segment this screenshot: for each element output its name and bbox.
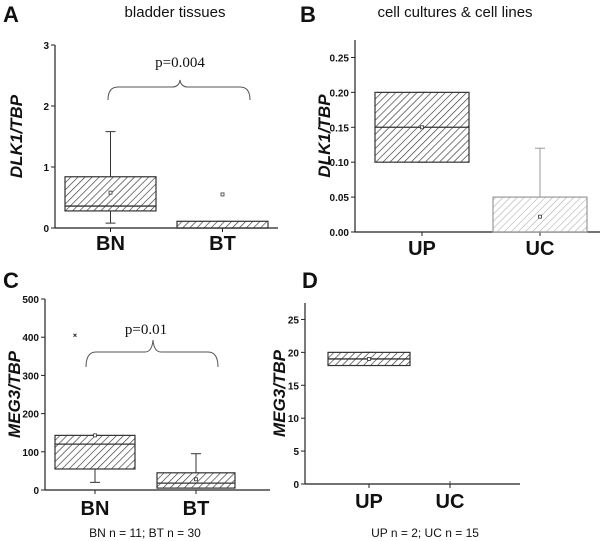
p-value-a: p=0.004 — [155, 55, 205, 71]
y-tick-label: 100 — [22, 448, 39, 459]
y-tick-label: 1 — [43, 163, 49, 174]
mean-marker — [194, 477, 198, 482]
y-tick-label: 0.25 — [330, 53, 350, 64]
plot-panel-a: 0 1 2 3 DLK1/TBP BN BT — [7, 41, 278, 255]
box — [176, 220, 269, 229]
panel-label-a: A — [3, 2, 19, 27]
mean-marker — [108, 190, 113, 195]
y-tick-label: 5 — [293, 447, 299, 458]
box — [54, 434, 136, 470]
significance-brace-c — [85, 339, 219, 368]
y-tick-label: 20 — [288, 348, 300, 359]
y-axis-label: DLK1/TBP — [7, 94, 26, 178]
panel-a-title: bladder tissues — [125, 4, 226, 21]
y-tick-label: 15 — [288, 381, 300, 392]
category-label: UP — [355, 491, 383, 513]
panel-b-title: cell cultures & cell lines — [377, 4, 532, 21]
y-tick-label: 0.10 — [330, 158, 350, 169]
y-tick-label: 10 — [288, 414, 300, 425]
plot-panel-d: 0 5 10 15 20 25 MEG3/TBP UP UC — [270, 303, 520, 513]
plot-panel-c: 0 100 200 300 400 500 MEG3/TBP BN BT — [5, 295, 270, 520]
y-tick-label: 400 — [22, 333, 39, 344]
panel-label-c: C — [3, 268, 19, 293]
y-tick-label: 0.00 — [330, 228, 350, 239]
mean-marker — [538, 214, 542, 219]
category-label: BT — [183, 498, 210, 520]
y-tick-label: 300 — [22, 371, 39, 382]
y-axis-label: DLK1/TBP — [315, 94, 334, 178]
y-tick-label: 0.15 — [330, 123, 350, 134]
panel-label-b: B — [300, 2, 316, 27]
mean-marker — [220, 192, 225, 197]
outlier-marker — [73, 333, 77, 338]
mean-marker — [93, 433, 97, 438]
mean-marker — [420, 125, 424, 130]
y-axis-label: MEG3/TBP — [5, 350, 24, 438]
significance-brace-a — [107, 79, 251, 101]
y-tick-label: 0 — [33, 486, 39, 497]
p-value-c: p=0.01 — [125, 322, 167, 338]
y-tick-label: 3 — [43, 41, 49, 52]
y-tick-label: 500 — [22, 295, 39, 306]
y-axis-label: MEG3/TBP — [270, 349, 289, 437]
category-label: UP — [408, 238, 436, 260]
category-label: BT — [209, 233, 236, 255]
footnote-c: BN n = 11; BT n = 30 — [89, 526, 201, 540]
plot-panel-b: 0.00 0.05 0.10 0.15 0.20 0.25 DLK1/TBP UP UC — [315, 40, 600, 260]
panel-label-d: D — [302, 268, 318, 293]
category-label: UC — [436, 491, 465, 513]
category-label: BN — [96, 233, 125, 255]
box — [492, 196, 588, 233]
y-tick-label: 200 — [22, 410, 39, 421]
footnote-d: UP n = 2; UC n = 15 — [371, 526, 479, 540]
y-tick-label: 0.20 — [330, 88, 350, 99]
y-tick-label: 0 — [43, 224, 49, 235]
y-tick-label: 2 — [43, 102, 49, 113]
y-tick-label: 0 — [293, 480, 299, 491]
y-tick-label: 0.05 — [330, 193, 350, 204]
y-tick-label: 25 — [288, 315, 300, 326]
mean-marker — [367, 357, 371, 361]
category-label: UC — [526, 238, 555, 260]
category-label: BN — [81, 498, 110, 520]
